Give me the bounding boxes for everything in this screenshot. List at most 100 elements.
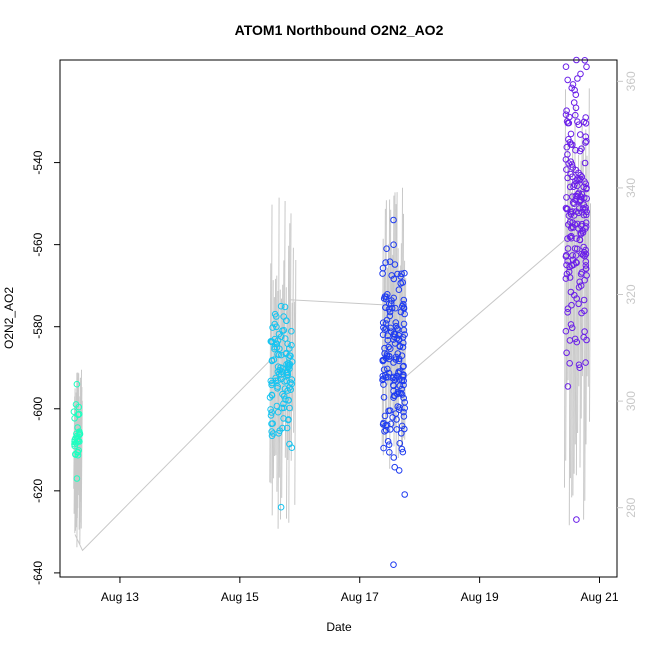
data-point — [582, 133, 590, 140]
data-point — [274, 377, 282, 384]
data-point — [400, 320, 408, 328]
data-point — [267, 412, 275, 419]
data-point — [562, 111, 570, 118]
chart-title: ATOM1 Northbound O2N2_AO2 — [235, 22, 444, 38]
x-tick-label: Aug 21 — [580, 590, 618, 604]
data-point — [284, 340, 291, 348]
data-point — [379, 264, 387, 272]
data-point — [575, 284, 583, 291]
secondary-burst-line-2 — [401, 187, 403, 448]
data-point — [562, 275, 570, 282]
secondary-burst-line-0 — [74, 404, 76, 512]
data-point — [396, 440, 404, 447]
data-point — [286, 361, 294, 368]
data-point — [564, 257, 572, 265]
plot-frame — [59, 59, 618, 578]
data-point — [394, 270, 401, 278]
data-point — [397, 308, 405, 316]
secondary-burst-line-2 — [381, 238, 384, 446]
secondary-burst-line-1 — [294, 259, 297, 505]
data-point — [288, 380, 296, 388]
data-point — [575, 300, 582, 308]
data-point — [268, 432, 276, 440]
data-point — [386, 258, 394, 266]
data-point — [381, 412, 389, 420]
data-point — [568, 301, 575, 309]
data-point — [279, 390, 286, 398]
data-point — [582, 250, 590, 258]
data-point — [395, 336, 403, 344]
data-point — [563, 166, 570, 173]
data-point — [398, 270, 405, 278]
data-point — [276, 427, 284, 435]
secondary-burst-line-3 — [587, 88, 590, 387]
data-point — [565, 119, 573, 127]
data-point — [274, 383, 282, 390]
data-point — [395, 286, 403, 294]
data-point — [568, 223, 576, 230]
data-point — [396, 382, 404, 390]
data-point — [390, 216, 397, 224]
data-point — [381, 344, 388, 352]
data-points-layer — [70, 56, 591, 569]
data-point — [399, 302, 406, 310]
data-point — [563, 107, 570, 114]
data-point — [582, 265, 590, 273]
data-point — [391, 463, 399, 471]
data-point — [386, 300, 393, 307]
x-tick-label: Aug 15 — [221, 590, 259, 604]
data-point — [75, 403, 83, 411]
data-point — [573, 259, 580, 267]
data-point — [564, 305, 572, 313]
data-point — [282, 396, 289, 403]
data-point — [386, 407, 394, 414]
data-point — [572, 146, 579, 154]
data-point — [283, 424, 291, 432]
data-point — [400, 304, 408, 311]
data-point — [380, 366, 388, 374]
data-point — [74, 424, 81, 431]
data-point — [382, 354, 390, 362]
data-point — [563, 194, 570, 201]
x-tick-label: Aug 19 — [461, 590, 499, 604]
secondary-burst-line-1 — [290, 302, 293, 461]
secondary-burst-line-3 — [575, 180, 578, 476]
data-point — [580, 296, 588, 304]
data-point — [564, 245, 572, 252]
data-point — [395, 467, 403, 474]
secondary-burst-line-3 — [586, 201, 589, 377]
data-point — [390, 294, 398, 302]
y-tick-label: -600 — [31, 396, 45, 420]
data-point — [273, 344, 281, 351]
data-point — [400, 394, 408, 402]
data-point — [564, 76, 572, 84]
data-point — [288, 327, 295, 335]
data-point — [578, 145, 585, 152]
data-point — [395, 355, 403, 363]
secondary-burst-line-2 — [392, 195, 395, 428]
data-point — [384, 337, 392, 344]
data-point — [397, 389, 405, 397]
data-point — [382, 422, 389, 429]
y-axis-label: O2N2_AO2 — [2, 287, 16, 349]
data-point — [390, 561, 397, 569]
data-point — [574, 176, 581, 184]
data-point — [571, 86, 578, 94]
data-point — [570, 224, 577, 231]
data-point — [581, 206, 589, 213]
secondary-burst-line-2 — [403, 260, 406, 438]
data-point — [562, 327, 570, 335]
data-point — [387, 324, 394, 332]
data-point — [389, 374, 396, 382]
data-point — [575, 169, 582, 177]
data-point — [569, 81, 577, 88]
data-point — [385, 369, 393, 377]
secondary-burst-line-1 — [275, 275, 278, 456]
data-point — [399, 448, 407, 456]
data-point — [383, 316, 391, 324]
data-point — [282, 335, 289, 342]
y-axis: -640 -620 -600 -580 -560 -540 — [31, 150, 60, 585]
data-point — [268, 391, 276, 399]
secondary-burst-line-3 — [580, 119, 583, 419]
data-point — [582, 120, 590, 127]
